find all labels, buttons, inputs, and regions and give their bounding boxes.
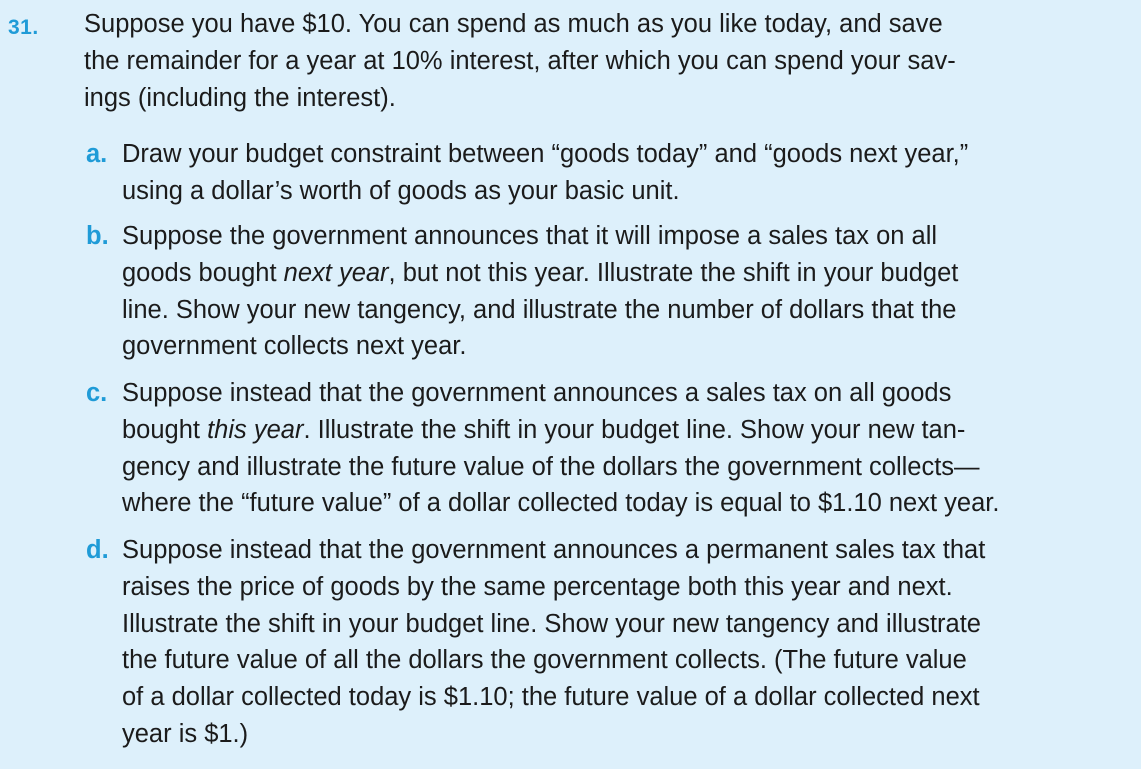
text-segment: goods bought bbox=[122, 258, 284, 287]
part-line: government collects next year. bbox=[122, 332, 467, 361]
part-label: b. bbox=[86, 222, 109, 250]
part-line: using a dollar’s worth of goods as your … bbox=[122, 176, 680, 205]
part-a: a. Draw your budget constraint between “… bbox=[86, 136, 1126, 210]
emphasis-text: this year bbox=[207, 415, 304, 444]
part-label: d. bbox=[86, 536, 109, 564]
part-line: year is $1.) bbox=[122, 719, 249, 748]
part-c: c. Suppose instead that the government a… bbox=[86, 375, 1126, 522]
part-line: gency and illustrate the future value of… bbox=[122, 452, 980, 481]
problem-number: 31. bbox=[8, 16, 39, 39]
text-segment: , but not this year. Illustrate the shif… bbox=[388, 258, 959, 287]
part-label: a. bbox=[86, 140, 108, 168]
emphasis-text: next year bbox=[283, 258, 389, 287]
part-line: Draw your budget constraint between “goo… bbox=[122, 140, 969, 168]
part-b: b. Suppose the government announces that… bbox=[86, 218, 1126, 365]
part-line: where the “future value” of a dollar col… bbox=[122, 489, 1000, 518]
stem-line: ings (including the interest). bbox=[84, 83, 396, 112]
part-line: Suppose instead that the government anno… bbox=[122, 379, 952, 407]
part-body: Suppose instead that the government anno… bbox=[122, 375, 1126, 522]
part-body: Suppose the government announces that it… bbox=[122, 218, 1126, 365]
part-body: Suppose instead that the government anno… bbox=[122, 532, 1126, 753]
text-segment: . Illustrate the shift in your budget li… bbox=[303, 415, 966, 444]
part-line: Suppose the government announces that it… bbox=[122, 222, 938, 250]
part-body: Draw your budget constraint between “goo… bbox=[122, 136, 1126, 210]
part-line: Illustrate the shift in your budget line… bbox=[122, 609, 981, 638]
part-line: of a dollar collected today is $1.10; th… bbox=[122, 683, 980, 712]
stem-line: Suppose you have $10. You can spend as m… bbox=[84, 10, 943, 38]
part-line: raises the price of goods by the same pe… bbox=[122, 572, 953, 601]
part-d: d. Suppose instead that the government a… bbox=[86, 532, 1126, 753]
part-line: goods bought next year, but not this yea… bbox=[122, 255, 1126, 292]
part-line: bought this year. Illustrate the shift i… bbox=[122, 412, 1126, 449]
part-line: the future value of all the dollars the … bbox=[122, 646, 967, 675]
stem-line: the remainder for a year at 10% interest… bbox=[84, 46, 956, 75]
part-line: line. Show your new tangency, and illust… bbox=[122, 295, 957, 324]
text-segment: bought bbox=[122, 415, 208, 444]
part-label: c. bbox=[86, 379, 108, 407]
problem-stem: Suppose you have $10. You can spend as m… bbox=[84, 6, 1124, 116]
part-line: Suppose instead that the government anno… bbox=[122, 536, 986, 564]
